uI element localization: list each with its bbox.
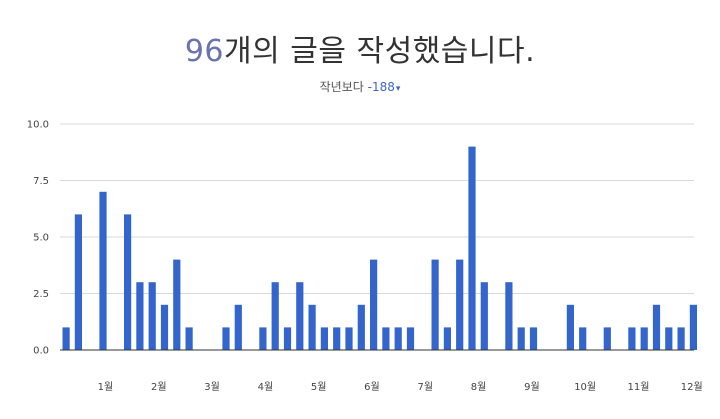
bar xyxy=(431,259,439,350)
bar xyxy=(394,327,402,350)
caret-down-icon: ▾ xyxy=(395,84,401,94)
bar xyxy=(296,282,304,350)
x-tick-label: 2월 xyxy=(151,381,167,393)
bar xyxy=(160,304,169,350)
bar xyxy=(345,327,353,350)
bar xyxy=(370,259,378,350)
bar xyxy=(456,259,464,350)
x-tick-label: 5월 xyxy=(311,381,327,393)
bar xyxy=(603,327,611,350)
x-tick-label: 4월 xyxy=(258,381,274,393)
y-tick-label: 7.5 xyxy=(33,176,49,187)
bar xyxy=(652,304,661,350)
bar xyxy=(517,327,525,350)
bar xyxy=(148,282,156,350)
bar xyxy=(124,214,132,350)
x-tick-label: 12월 xyxy=(681,381,703,393)
bar xyxy=(505,282,513,350)
bar xyxy=(173,259,181,350)
x-tick-label: 8월 xyxy=(471,381,487,393)
y-tick-label: 5.0 xyxy=(33,233,49,244)
bar xyxy=(443,327,451,350)
x-tick-label: 3월 xyxy=(204,381,220,393)
bar xyxy=(259,327,267,350)
bar xyxy=(74,214,82,350)
bar xyxy=(566,304,574,350)
x-tick-label: 6월 xyxy=(364,381,380,393)
bar xyxy=(62,327,70,350)
bar xyxy=(136,282,144,350)
bar xyxy=(283,327,292,350)
comparison-label: 작년보다 xyxy=(319,80,364,94)
y-tick-label: 0.0 xyxy=(33,346,49,357)
x-tick-label: 7월 xyxy=(417,381,433,393)
bar xyxy=(99,191,107,350)
x-tick-label: 1월 xyxy=(98,381,114,393)
post-count: 96 xyxy=(184,34,225,69)
year-comparison: 작년보다 -188▾ xyxy=(0,78,720,95)
bar xyxy=(333,327,341,350)
bar xyxy=(382,327,390,350)
y-tick-label: 2.5 xyxy=(33,289,49,300)
bar xyxy=(234,304,242,350)
bar xyxy=(529,327,538,350)
bar xyxy=(665,327,673,350)
bar xyxy=(357,304,365,350)
bar xyxy=(480,282,488,350)
bar xyxy=(677,327,685,350)
comparison-value: -188 xyxy=(367,80,395,94)
bar xyxy=(308,304,316,350)
x-tick-label: 9월 xyxy=(524,381,540,393)
bar xyxy=(468,146,476,350)
bar xyxy=(689,304,697,350)
bar xyxy=(320,327,328,350)
x-tick-label: 11월 xyxy=(627,381,649,393)
bar xyxy=(406,327,415,350)
headline-text: 개의 글을 작성했습니다. xyxy=(224,34,536,69)
headline: 96개의 글을 작성했습니다. xyxy=(0,26,720,70)
x-tick-label: 10월 xyxy=(574,381,596,393)
y-tick-label: 10.0 xyxy=(27,120,49,131)
bar xyxy=(628,327,636,350)
bar xyxy=(271,282,279,350)
bar xyxy=(579,327,587,350)
bar xyxy=(185,327,193,350)
bar xyxy=(222,327,230,350)
bar xyxy=(640,327,648,350)
